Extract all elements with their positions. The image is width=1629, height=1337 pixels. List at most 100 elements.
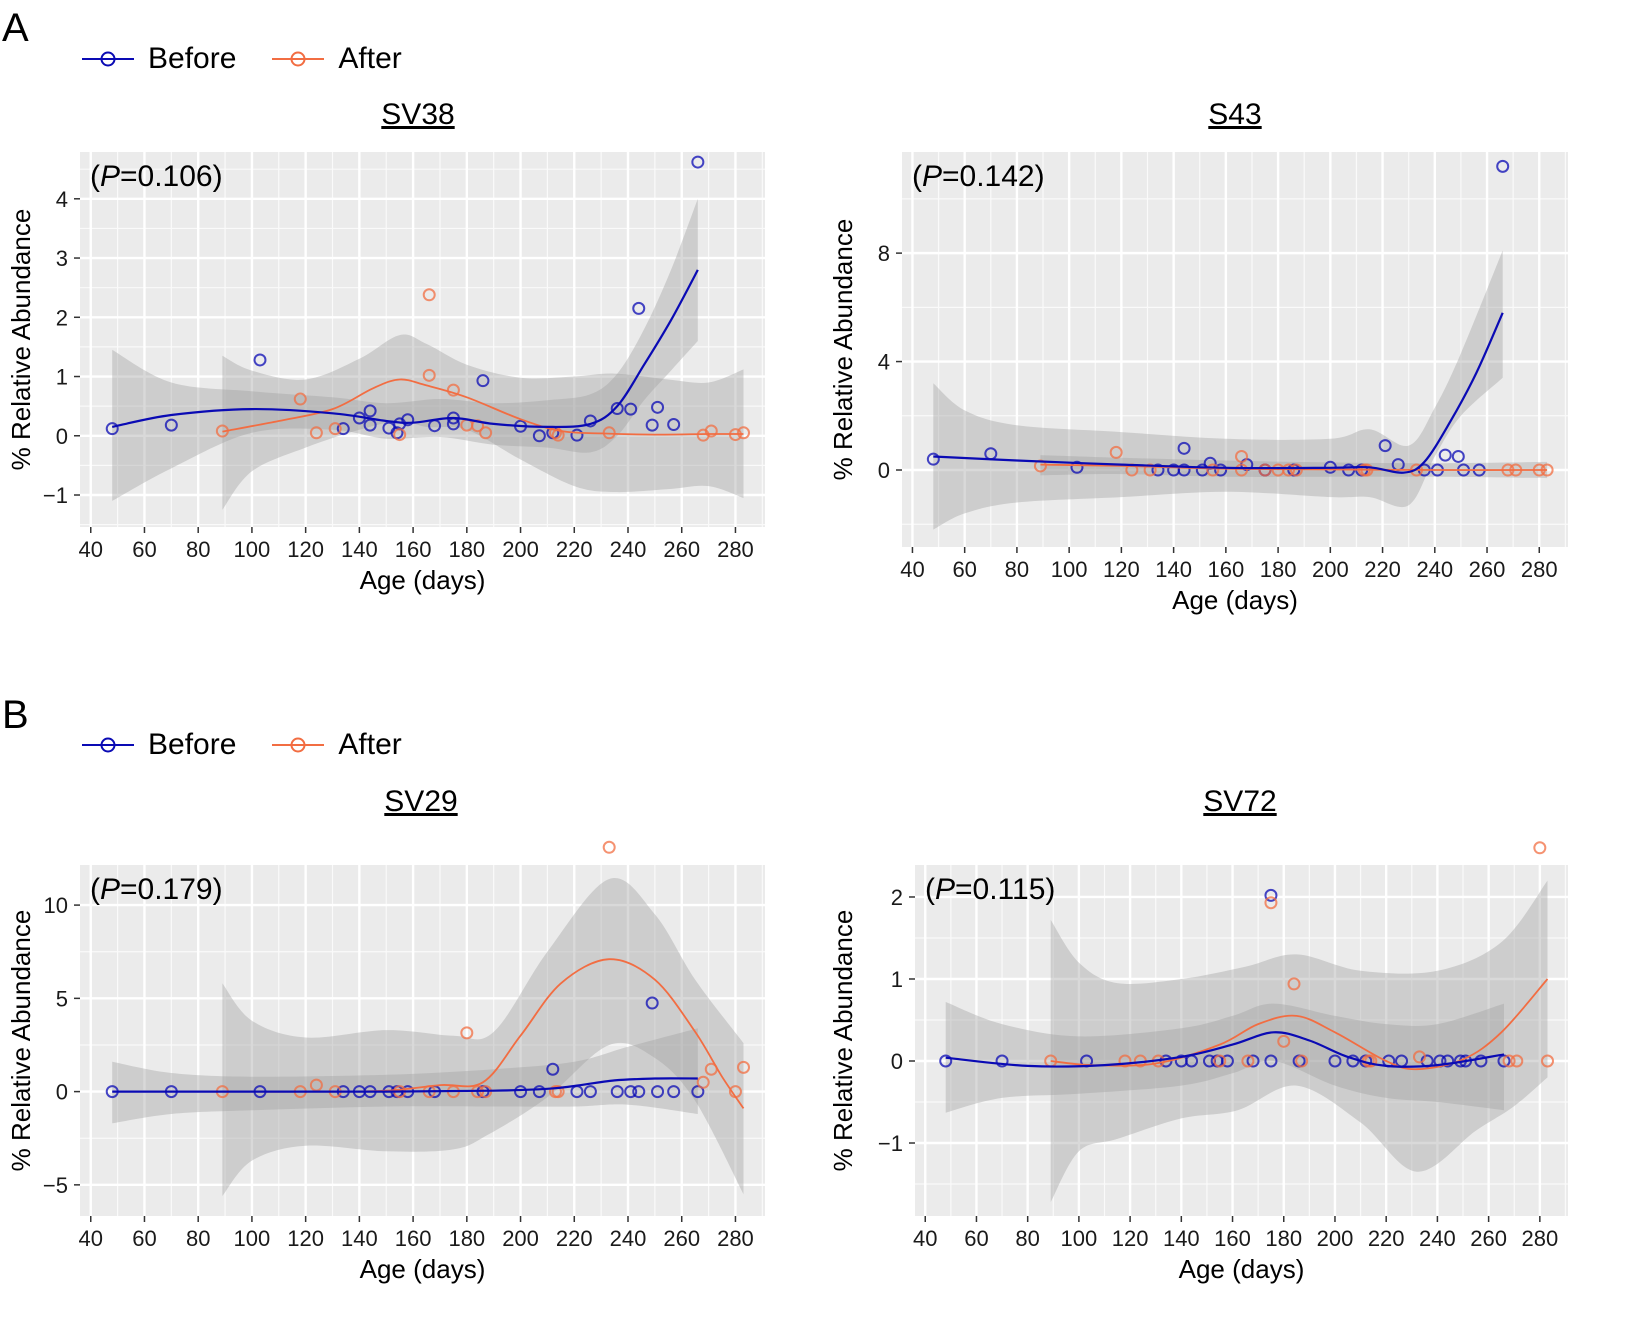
data-point-after <box>422 368 436 382</box>
legend-item-before: Before <box>82 42 236 76</box>
x-tick-label: 280 <box>1521 557 1558 582</box>
data-point-before <box>1264 888 1278 902</box>
p-value-annotation: (P=0.179) <box>90 873 223 906</box>
x-tick-label: 40 <box>900 557 924 582</box>
data-point-before <box>651 400 665 414</box>
data-point-after <box>471 419 485 433</box>
smooth-line-after <box>222 378 744 436</box>
data-point-after <box>1235 449 1249 463</box>
p-value-annotation: (P=0.142) <box>912 160 1045 193</box>
x-tick-label: 40 <box>79 1226 103 1251</box>
legend-key-after-icon <box>272 51 325 67</box>
data-point-after <box>422 288 436 302</box>
data-point-after <box>1118 1054 1132 1068</box>
data-point-after <box>1109 445 1123 459</box>
data-point-before <box>691 155 705 169</box>
legend-label-after: After <box>338 728 402 761</box>
y-tick-label: 0 <box>878 458 890 483</box>
x-tick-label: 280 <box>1521 1226 1558 1251</box>
data-point-before <box>645 418 659 432</box>
data-point-after <box>293 392 307 406</box>
data-point-before <box>645 996 659 1010</box>
panel-title-sv38: SV38 <box>381 98 455 131</box>
data-point-before <box>667 418 681 432</box>
x-tick-label: 140 <box>1163 1226 1200 1251</box>
y-tick-label: 2 <box>56 305 68 330</box>
data-point-after <box>1502 1054 1516 1068</box>
x-tick-label: 240 <box>1416 557 1453 582</box>
p-value-annotation: (P=0.106) <box>90 160 223 193</box>
data-point-before <box>1220 1054 1234 1068</box>
legend-key-after-icon <box>272 737 325 753</box>
x-tick-label: 200 <box>502 1226 539 1251</box>
x-tick-label: 80 <box>1015 1226 1039 1251</box>
data-point-after <box>328 422 342 436</box>
data-point-before <box>667 1085 681 1099</box>
data-point-before <box>651 1085 665 1099</box>
data-point-after <box>704 424 718 438</box>
x-tick-label: 60 <box>132 537 156 562</box>
x-tick-label: 140 <box>1155 557 1192 582</box>
data-point-after <box>1510 1054 1524 1068</box>
data-point-before <box>926 452 940 466</box>
y-tick-label: 0 <box>56 424 68 449</box>
smooth-line-after <box>1040 463 1548 471</box>
legend-key-before-icon <box>82 51 134 67</box>
plot-background <box>915 865 1568 1216</box>
y-tick-label: 4 <box>56 187 68 212</box>
x-tick-label: 140 <box>341 537 378 562</box>
data-point-after <box>1541 1054 1555 1068</box>
data-point-after <box>1287 977 1301 991</box>
data-point-before <box>401 413 415 427</box>
confidence-ribbon-after <box>222 878 744 1196</box>
x-tick-label: 280 <box>717 1226 754 1251</box>
data-point-before <box>610 402 624 416</box>
data-point-before <box>1328 1054 1342 1068</box>
data-point-before <box>1496 159 1510 173</box>
x-tick-label: 80 <box>186 537 210 562</box>
plot-background <box>902 152 1568 547</box>
x-tick-label: 60 <box>964 1226 988 1251</box>
data-point-after <box>737 426 751 440</box>
x-tick-label: 180 <box>1265 1226 1302 1251</box>
data-point-before <box>939 1054 953 1068</box>
legend-b: Before After <box>82 728 438 762</box>
x-tick-label: 60 <box>132 1226 156 1251</box>
data-point-before <box>632 1085 646 1099</box>
data-point-after <box>1213 1054 1227 1068</box>
data-point-after <box>1295 1054 1309 1068</box>
y-tick-label: 10 <box>44 893 68 918</box>
y-tick-label: 2 <box>891 885 903 910</box>
x-tick-label: 100 <box>1051 557 1088 582</box>
data-point-before <box>995 1054 1009 1068</box>
confidence-ribbon-before <box>112 1028 698 1124</box>
data-point-before <box>691 1085 705 1099</box>
data-point-before <box>632 301 646 315</box>
x-tick-label: 220 <box>1364 557 1401 582</box>
panel-sv38: 40 60 80 100 120 140 160 180 200 220 240 260 280 −1 0 1… <box>6 152 765 595</box>
y-axis-title: % Relative Abundance <box>6 209 36 471</box>
legend-item-after: After <box>272 42 402 76</box>
x-tick-label: 220 <box>556 1226 593 1251</box>
x-tick-label: 100 <box>1061 1226 1098 1251</box>
y-tick-label: −1 <box>878 1131 903 1156</box>
y-tick-label: 1 <box>891 967 903 992</box>
x-tick-label: 80 <box>186 1226 210 1251</box>
smooth-line-after <box>1050 978 1549 1071</box>
y-tick-label: 4 <box>878 350 890 375</box>
panel-title-sv29: SV29 <box>384 785 458 818</box>
x-tick-label: 180 <box>1260 557 1297 582</box>
x-tick-label: 140 <box>341 1226 378 1251</box>
data-point-before <box>1177 441 1191 455</box>
x-tick-label: 180 <box>448 1226 485 1251</box>
data-point-before <box>1151 463 1165 477</box>
y-tick-label: 0 <box>891 1049 903 1074</box>
panel-title-sv72: SV72 <box>1203 785 1277 818</box>
panel-s43: 40 60 80 100 120 140 160 180 200 220 240 260 280 0 4 8 (… <box>828 152 1568 615</box>
data-point-after <box>1206 463 1220 477</box>
data-point-before <box>624 402 638 416</box>
y-tick-label: −5 <box>43 1173 68 1198</box>
data-point-after <box>479 426 493 440</box>
x-tick-label: 220 <box>556 537 593 562</box>
